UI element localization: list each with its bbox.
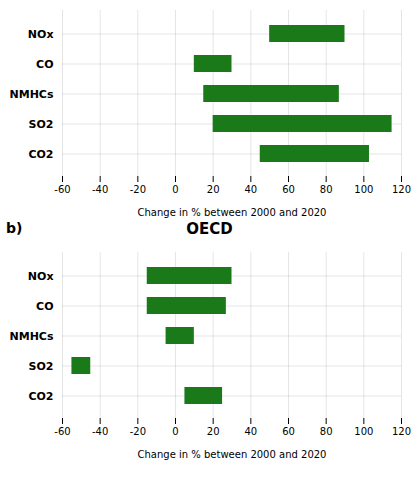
svg-text:-20: -20 (130, 184, 146, 195)
svg-text:80: 80 (320, 426, 333, 437)
svg-text:SO2: SO2 (29, 118, 54, 131)
svg-text:-40: -40 (92, 184, 108, 195)
svg-text:100: 100 (354, 184, 373, 195)
html-text:b): b) (6, 220, 23, 236)
svg-text:120: 120 (392, 426, 411, 437)
svg-text:20: 20 (207, 184, 220, 195)
svg-text:NOx: NOx (28, 28, 54, 41)
svg-text:NMHCs: NMHCs (10, 88, 54, 101)
svg-text:NOx: NOx (28, 270, 54, 283)
svg-text:60: 60 (282, 426, 295, 437)
svg-text:100: 100 (354, 426, 373, 437)
svg-text:CO: CO (36, 58, 53, 71)
svg-text:-60: -60 (54, 426, 70, 437)
svg-text:20: 20 (207, 426, 220, 437)
svg-text:0: 0 (172, 184, 178, 195)
svg-text:SO2: SO2 (29, 360, 54, 373)
svg-text:-60: -60 (54, 184, 70, 195)
svg-text:CO: CO (36, 300, 53, 313)
svg-text:CO2: CO2 (28, 390, 53, 403)
svg-text:Change in % between 2000 and 2: Change in % between 2000 and 2020 (138, 207, 327, 218)
svg-text:40: 40 (244, 184, 257, 195)
svg-text:-20: -20 (130, 426, 146, 437)
svg-text:40: 40 (244, 426, 257, 437)
svg-text:80: 80 (320, 184, 333, 195)
html-text:OECD: OECD (186, 220, 233, 238)
svg-text:NMHCs: NMHCs (10, 330, 54, 343)
svg-text:Change in % between 2000 and 2: Change in % between 2000 and 2020 (138, 449, 327, 460)
svg-text:0: 0 (172, 426, 178, 437)
svg-text:60: 60 (282, 184, 295, 195)
svg-text:120: 120 (392, 184, 411, 195)
svg-text:-40: -40 (92, 426, 108, 437)
svg-text:CO2: CO2 (28, 148, 53, 161)
